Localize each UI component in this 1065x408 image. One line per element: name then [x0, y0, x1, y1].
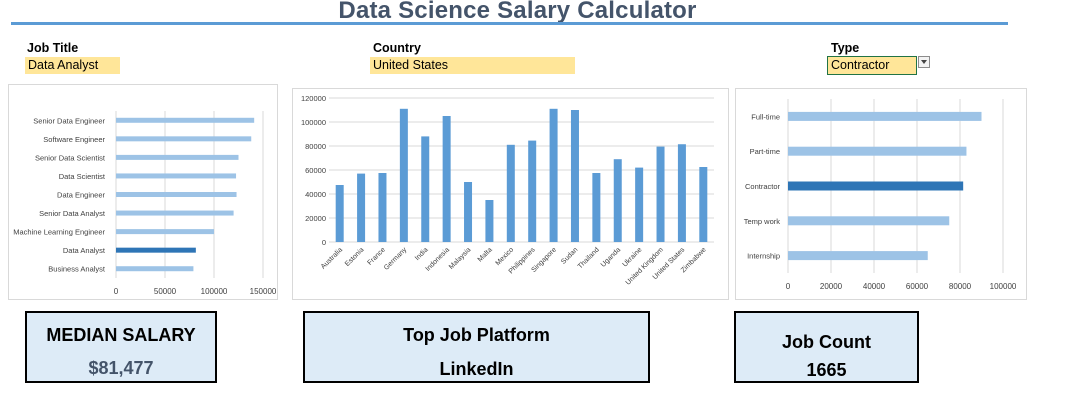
category-label: Senior Data Analyst	[39, 209, 106, 218]
category-label: Software Engineer	[43, 135, 105, 144]
category-label: Contractor	[745, 182, 781, 191]
bar-machine-learning-engineer	[116, 229, 214, 235]
bar-malta	[485, 200, 494, 242]
category-label: Australia	[320, 246, 344, 270]
median-salary-value: $81,477	[88, 358, 154, 378]
category-label: India	[414, 246, 430, 262]
bar-senior-data-scientist	[116, 154, 239, 160]
job-count-value: 1665	[806, 360, 847, 380]
top-platform-label: Top Job Platform	[403, 325, 550, 345]
bar-philippines	[528, 140, 537, 242]
x-tick-label: 100000	[201, 287, 228, 296]
bar-contractor	[788, 181, 964, 191]
bar-thailand	[592, 173, 601, 242]
job-title-input[interactable]: Data Analyst	[25, 57, 120, 74]
bar-software-engineer	[116, 136, 252, 142]
country-label: Country	[373, 41, 421, 55]
bar-internship	[788, 251, 928, 261]
y-tick-label: 0	[322, 238, 326, 247]
page-title: Data Science Salary Calculator	[338, 0, 697, 24]
category-label: Malaysia	[448, 246, 473, 271]
category-label: Machine Learning Engineer	[13, 228, 105, 237]
category-label: Senior Data Engineer	[33, 116, 105, 125]
bar-united-kingdom	[656, 146, 665, 242]
bar-sudan	[570, 110, 579, 242]
category-label: Malta	[477, 246, 494, 263]
bar-data-scientist	[116, 173, 237, 179]
x-tick-label: 150000	[250, 287, 277, 296]
job-count-label: Job Count	[782, 332, 871, 352]
category-label: Mexico	[495, 246, 516, 267]
bar-ukraine	[635, 167, 644, 242]
category-label: Business Analyst	[48, 265, 106, 274]
bar-uganda	[613, 159, 622, 242]
country-input[interactable]: United States	[370, 57, 575, 74]
x-tick-label: 20000	[820, 282, 843, 291]
bar-indonesia	[442, 116, 451, 242]
bar-united-states	[677, 144, 686, 242]
category-label: Thailand	[577, 246, 601, 270]
country-salary-chart-svg: 0 20000 40000 60000 80000 100000 120000 Austral…	[301, 94, 714, 287]
bar-senior-data-analyst	[116, 210, 234, 216]
category-label: Uganda	[600, 246, 622, 268]
bar-estonia	[357, 173, 366, 242]
y-tick-label: 80000	[305, 142, 326, 151]
top-platform-card: Top Job Platform LinkedIn	[303, 311, 650, 383]
category-label: Sudan	[560, 246, 579, 265]
bar-business-analyst	[116, 266, 194, 272]
x-tick-label: 100000	[990, 282, 1017, 291]
x-tick-label: 80000	[949, 282, 972, 291]
y-tick-label: 20000	[305, 214, 326, 223]
x-tick-label: 40000	[863, 282, 886, 291]
median-salary-label: MEDIAN SALARY	[46, 325, 196, 345]
x-tick-label: 0	[786, 282, 791, 291]
job-count-card: Job Count 1665	[734, 311, 919, 383]
category-label: United Kingdom	[625, 246, 665, 286]
median-salary-card: MEDIAN SALARY $81,477	[25, 311, 217, 383]
type-label: Type	[831, 41, 860, 55]
title-underline	[11, 22, 1008, 25]
y-tick-label: 100000	[301, 118, 326, 127]
x-tick-label: 60000	[906, 282, 929, 291]
bar-india	[421, 136, 430, 242]
y-tick-label: 60000	[305, 166, 326, 175]
type-dropdown-button[interactable]	[918, 56, 930, 68]
bar-zimbabwe	[699, 167, 708, 242]
category-label: Data Engineer	[57, 191, 105, 200]
category-label: Data Scientist	[59, 172, 106, 181]
bar-data-analyst	[116, 247, 196, 253]
category-label: Internship	[747, 252, 780, 261]
category-label: Senior Data Scientist	[35, 153, 106, 162]
bar-germany	[399, 108, 408, 242]
category-label: Data Analyst	[63, 246, 106, 255]
bar-full-time	[788, 111, 982, 121]
category-label: Full-time	[751, 112, 780, 121]
country-salary-chart: 0 20000 40000 60000 80000 100000 120000 Austral…	[292, 88, 729, 300]
bar-temp-work	[788, 216, 950, 226]
x-tick-label: 50000	[154, 287, 177, 296]
type-input[interactable]: Contractor	[827, 56, 917, 75]
category-label: Part-time	[750, 147, 780, 156]
type-salary-chart: 0 20000 40000 60000 80000 100000 Full-time Part…	[735, 88, 1027, 300]
bar-data-engineer	[116, 192, 237, 197]
y-tick-label: 40000	[305, 190, 326, 199]
job-title-salary-chart-svg: 0 50000 100000 150000 Senior Data Engineer So…	[13, 111, 277, 296]
bar-australia	[335, 185, 344, 242]
category-label: Temp work	[744, 217, 781, 226]
type-salary-chart-svg: 0 20000 40000 60000 80000 100000 Full-time Part…	[744, 99, 1017, 291]
bar-part-time	[788, 146, 967, 156]
bar-mexico	[506, 144, 515, 242]
category-label: Estonia	[344, 246, 366, 268]
job-title-label: Job Title	[27, 41, 79, 55]
x-tick-label: 0	[114, 287, 119, 296]
category-label: France	[367, 246, 387, 266]
category-label: Germany	[383, 246, 409, 272]
bar-malaysia	[464, 182, 473, 242]
y-tick-label: 120000	[301, 94, 326, 103]
top-platform-value: LinkedIn	[439, 359, 514, 379]
bar-senior-data-engineer	[116, 117, 255, 123]
bar-france	[378, 173, 387, 242]
job-title-salary-chart: 0 50000 100000 150000 Senior Data Engineer So…	[8, 84, 278, 300]
bar-singapore	[549, 108, 558, 242]
